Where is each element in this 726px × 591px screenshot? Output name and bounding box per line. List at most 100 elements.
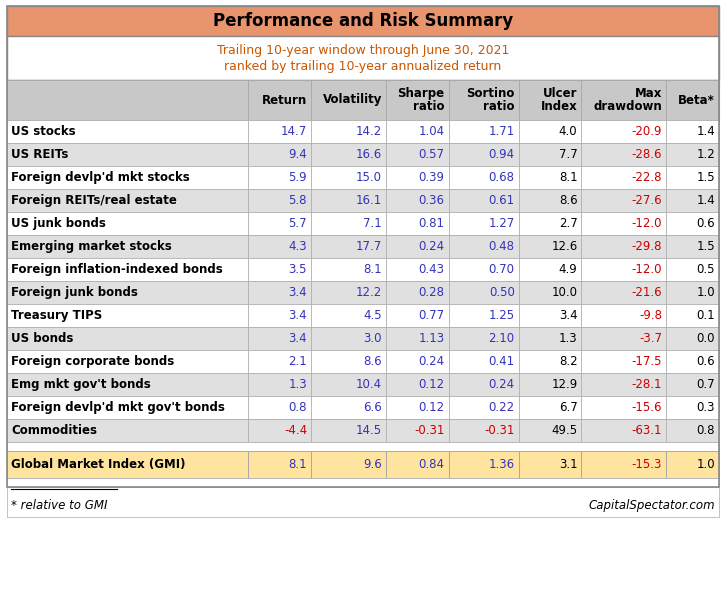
Bar	[248, 143, 311, 166]
Bar	[386, 396, 449, 419]
Bar	[666, 189, 719, 212]
Text: 14.7: 14.7	[281, 125, 307, 138]
Text: -29.8: -29.8	[632, 240, 662, 253]
Text: 8.1: 8.1	[363, 263, 382, 276]
Bar	[311, 373, 386, 396]
Text: -3.7: -3.7	[639, 332, 662, 345]
Text: 16.1: 16.1	[356, 194, 382, 207]
Text: Foreign corporate bonds: Foreign corporate bonds	[11, 355, 174, 368]
Text: -9.8: -9.8	[639, 309, 662, 322]
Text: 1.3: 1.3	[559, 332, 577, 345]
Text: 0.8: 0.8	[289, 401, 307, 414]
Bar	[666, 396, 719, 419]
Text: 0.39: 0.39	[419, 171, 445, 184]
Text: 1.5: 1.5	[696, 240, 715, 253]
Text: Global Market Index (GMI): Global Market Index (GMI)	[11, 458, 186, 471]
Bar	[449, 281, 518, 304]
Text: 3.5: 3.5	[289, 263, 307, 276]
Text: 0.6: 0.6	[696, 217, 715, 230]
Text: Commodities: Commodities	[11, 424, 97, 437]
Text: 8.6: 8.6	[363, 355, 382, 368]
Text: -17.5: -17.5	[632, 355, 662, 368]
Bar	[311, 143, 386, 166]
Bar	[386, 451, 449, 478]
Bar	[7, 6, 719, 487]
Bar	[666, 120, 719, 143]
Text: Performance and Risk Summary: Performance and Risk Summary	[213, 12, 513, 30]
Bar	[311, 419, 386, 442]
Text: 3.0: 3.0	[364, 332, 382, 345]
Text: 8.6: 8.6	[559, 194, 577, 207]
Text: 1.0: 1.0	[696, 458, 715, 471]
Bar	[518, 419, 582, 442]
Bar	[449, 189, 518, 212]
Text: 0.22: 0.22	[489, 401, 515, 414]
Bar	[386, 235, 449, 258]
Bar	[248, 189, 311, 212]
Bar	[449, 120, 518, 143]
Bar	[666, 327, 719, 350]
Text: 10.0: 10.0	[552, 286, 577, 299]
Text: 7.7: 7.7	[559, 148, 577, 161]
Bar	[518, 166, 582, 189]
Bar	[386, 189, 449, 212]
Text: Volatility: Volatility	[322, 93, 382, 106]
Text: -28.1: -28.1	[632, 378, 662, 391]
Text: -27.6: -27.6	[632, 194, 662, 207]
Text: 0.24: 0.24	[419, 355, 445, 368]
Bar	[7, 189, 248, 212]
Bar	[386, 419, 449, 442]
Bar	[386, 212, 449, 235]
Text: Index: Index	[541, 100, 577, 113]
Text: Sortino: Sortino	[466, 87, 515, 100]
Text: drawdown: drawdown	[593, 100, 662, 113]
Bar	[386, 120, 449, 143]
Bar	[311, 350, 386, 373]
Text: 8.1: 8.1	[559, 171, 577, 184]
Text: -20.9: -20.9	[632, 125, 662, 138]
Text: US stocks: US stocks	[11, 125, 76, 138]
Text: 0.84: 0.84	[419, 458, 445, 471]
Bar	[248, 166, 311, 189]
Text: 0.12: 0.12	[419, 401, 445, 414]
Bar	[7, 419, 248, 442]
Bar	[7, 80, 719, 120]
Bar	[582, 304, 666, 327]
Bar	[7, 143, 248, 166]
Bar	[449, 350, 518, 373]
Text: 5.7: 5.7	[288, 217, 307, 230]
Text: 9.6: 9.6	[363, 458, 382, 471]
Text: 14.5: 14.5	[356, 424, 382, 437]
Bar	[666, 281, 719, 304]
Text: 1.4: 1.4	[696, 125, 715, 138]
Text: 0.24: 0.24	[489, 378, 515, 391]
Text: -4.4: -4.4	[284, 424, 307, 437]
Text: 0.12: 0.12	[419, 378, 445, 391]
Text: Emerging market stocks: Emerging market stocks	[11, 240, 172, 253]
Text: 1.5: 1.5	[696, 171, 715, 184]
Bar	[449, 396, 518, 419]
Text: 5.8: 5.8	[289, 194, 307, 207]
Text: Foreign devlp'd mkt stocks: Foreign devlp'd mkt stocks	[11, 171, 189, 184]
Bar	[518, 258, 582, 281]
Bar	[449, 258, 518, 281]
Bar	[582, 212, 666, 235]
Text: 15.0: 15.0	[356, 171, 382, 184]
Text: 2.1: 2.1	[288, 355, 307, 368]
Text: 16.6: 16.6	[356, 148, 382, 161]
Bar	[582, 80, 666, 120]
Text: 17.7: 17.7	[356, 240, 382, 253]
Bar	[311, 258, 386, 281]
Bar	[666, 235, 719, 258]
Text: -0.31: -0.31	[484, 424, 515, 437]
Bar	[518, 120, 582, 143]
Bar	[7, 120, 248, 143]
Bar	[311, 327, 386, 350]
Bar	[449, 166, 518, 189]
Bar	[311, 80, 386, 120]
Bar	[666, 80, 719, 120]
Text: US REITs: US REITs	[11, 148, 68, 161]
Bar	[386, 281, 449, 304]
Text: 3.4: 3.4	[288, 309, 307, 322]
Bar	[449, 451, 518, 478]
